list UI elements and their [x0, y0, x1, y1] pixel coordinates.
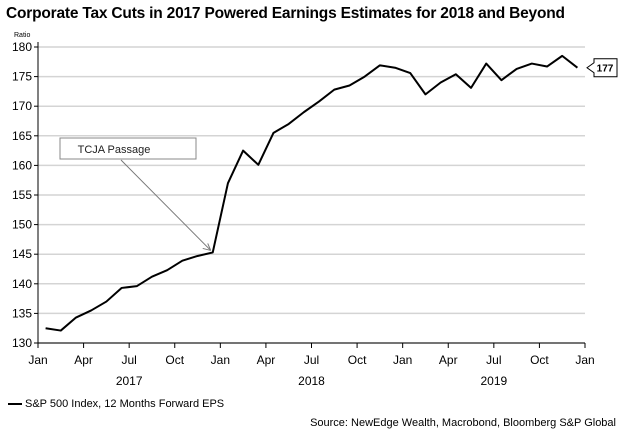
legend-label: S&P 500 Index, 12 Months Forward EPS — [25, 398, 225, 410]
x-tick-label: Jan — [211, 353, 230, 367]
x-tick-label: Jan — [393, 353, 412, 367]
annotation-box — [59, 137, 197, 160]
y-tick-label: 175 — [12, 70, 32, 84]
y-tick-label: 160 — [12, 158, 32, 172]
y-tick-label: 155 — [12, 188, 32, 202]
legend-swatch — [8, 403, 22, 405]
x-tick-label: Jul — [121, 353, 136, 367]
annotation-arrowhead — [202, 243, 212, 251]
year-label: 2017 — [116, 374, 143, 388]
x-tick-label: Oct — [348, 353, 367, 367]
last-value-label: 177 — [597, 64, 614, 75]
x-tick-label: Apr — [439, 353, 458, 367]
y-tick-label: 130 — [12, 336, 32, 350]
x-tick-label: Apr — [257, 353, 276, 367]
annotation-arrow — [120, 159, 212, 251]
x-tick-label: Jan — [575, 353, 594, 367]
y-tick-label: 145 — [12, 247, 32, 261]
x-tick-label: Oct — [530, 353, 549, 367]
y-axis-label: Ratio — [14, 32, 30, 39]
x-tick-label: Jul — [304, 353, 319, 367]
y-tick-label: 150 — [12, 218, 32, 232]
y-tick-label: 170 — [12, 99, 32, 113]
source-note: Source: NewEdge Wealth, Macrobond, Bloom… — [310, 417, 616, 429]
last-value-callout — [586, 58, 618, 78]
x-tick-label: Jan — [28, 353, 47, 367]
y-tick-label: 140 — [12, 277, 32, 291]
chart-title: Corporate Tax Cuts in 2017 Powered Earni… — [6, 5, 565, 22]
x-tick-label: Oct — [165, 353, 184, 367]
year-label: 2019 — [480, 374, 507, 388]
annotation-label: TCJA Passage — [78, 144, 151, 156]
year-label: 2018 — [298, 374, 325, 388]
series-line — [45, 54, 579, 332]
y-tick-label: 135 — [12, 306, 32, 320]
y-tick-label: 165 — [12, 129, 32, 143]
y-tick-label: 180 — [12, 40, 32, 54]
x-tick-label: Jul — [486, 353, 501, 367]
legend: S&P 500 Index, 12 Months Forward EPS — [8, 398, 224, 410]
x-tick-label: Apr — [74, 353, 93, 367]
